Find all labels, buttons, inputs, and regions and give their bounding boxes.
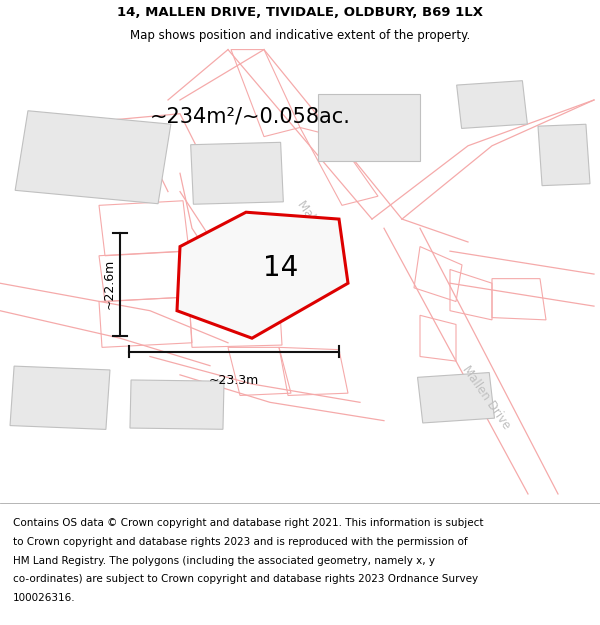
Polygon shape — [177, 213, 348, 338]
Text: ~234m²/~0.058ac.: ~234m²/~0.058ac. — [150, 106, 351, 126]
Text: ~22.6m: ~22.6m — [103, 259, 116, 309]
Text: ~23.3m: ~23.3m — [209, 374, 259, 387]
Text: 14: 14 — [263, 254, 299, 282]
Bar — [457, 81, 527, 128]
Text: HM Land Registry. The polygons (including the associated geometry, namely x, y: HM Land Registry. The polygons (includin… — [13, 556, 435, 566]
Bar — [538, 124, 590, 186]
Text: Mallen Drive: Mallen Drive — [295, 199, 347, 267]
Bar — [191, 142, 283, 204]
Text: 100026316.: 100026316. — [13, 593, 76, 603]
Bar — [130, 380, 224, 429]
Text: 14, MALLEN DRIVE, TIVIDALE, OLDBURY, B69 1LX: 14, MALLEN DRIVE, TIVIDALE, OLDBURY, B69… — [117, 6, 483, 19]
Bar — [318, 94, 420, 161]
Text: Map shows position and indicative extent of the property.: Map shows position and indicative extent… — [130, 29, 470, 42]
Text: to Crown copyright and database rights 2023 and is reproduced with the permissio: to Crown copyright and database rights 2… — [13, 537, 468, 547]
Text: Contains OS data © Crown copyright and database right 2021. This information is : Contains OS data © Crown copyright and d… — [13, 518, 484, 528]
Bar — [418, 372, 494, 423]
Text: Mallen Drive: Mallen Drive — [460, 364, 512, 432]
Bar — [15, 111, 171, 204]
Bar — [10, 366, 110, 429]
Text: co-ordinates) are subject to Crown copyright and database rights 2023 Ordnance S: co-ordinates) are subject to Crown copyr… — [13, 574, 478, 584]
